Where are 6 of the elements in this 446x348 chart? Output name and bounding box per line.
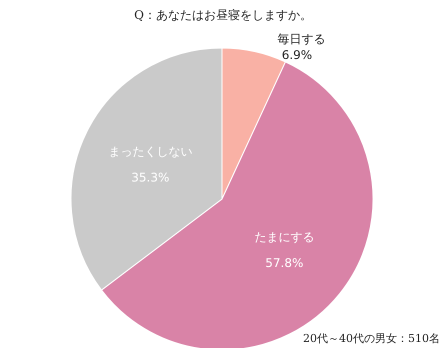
data-label: 6.9%: [282, 48, 312, 62]
chart-title: Q：あなたはお昼寝をしますか。: [134, 8, 312, 22]
slice-label: たまにする: [254, 230, 314, 244]
text: 20代～40代の男女：510名: [303, 332, 440, 345]
data-label: 57.8%: [265, 256, 304, 270]
slice-label: 毎日する: [278, 32, 326, 46]
